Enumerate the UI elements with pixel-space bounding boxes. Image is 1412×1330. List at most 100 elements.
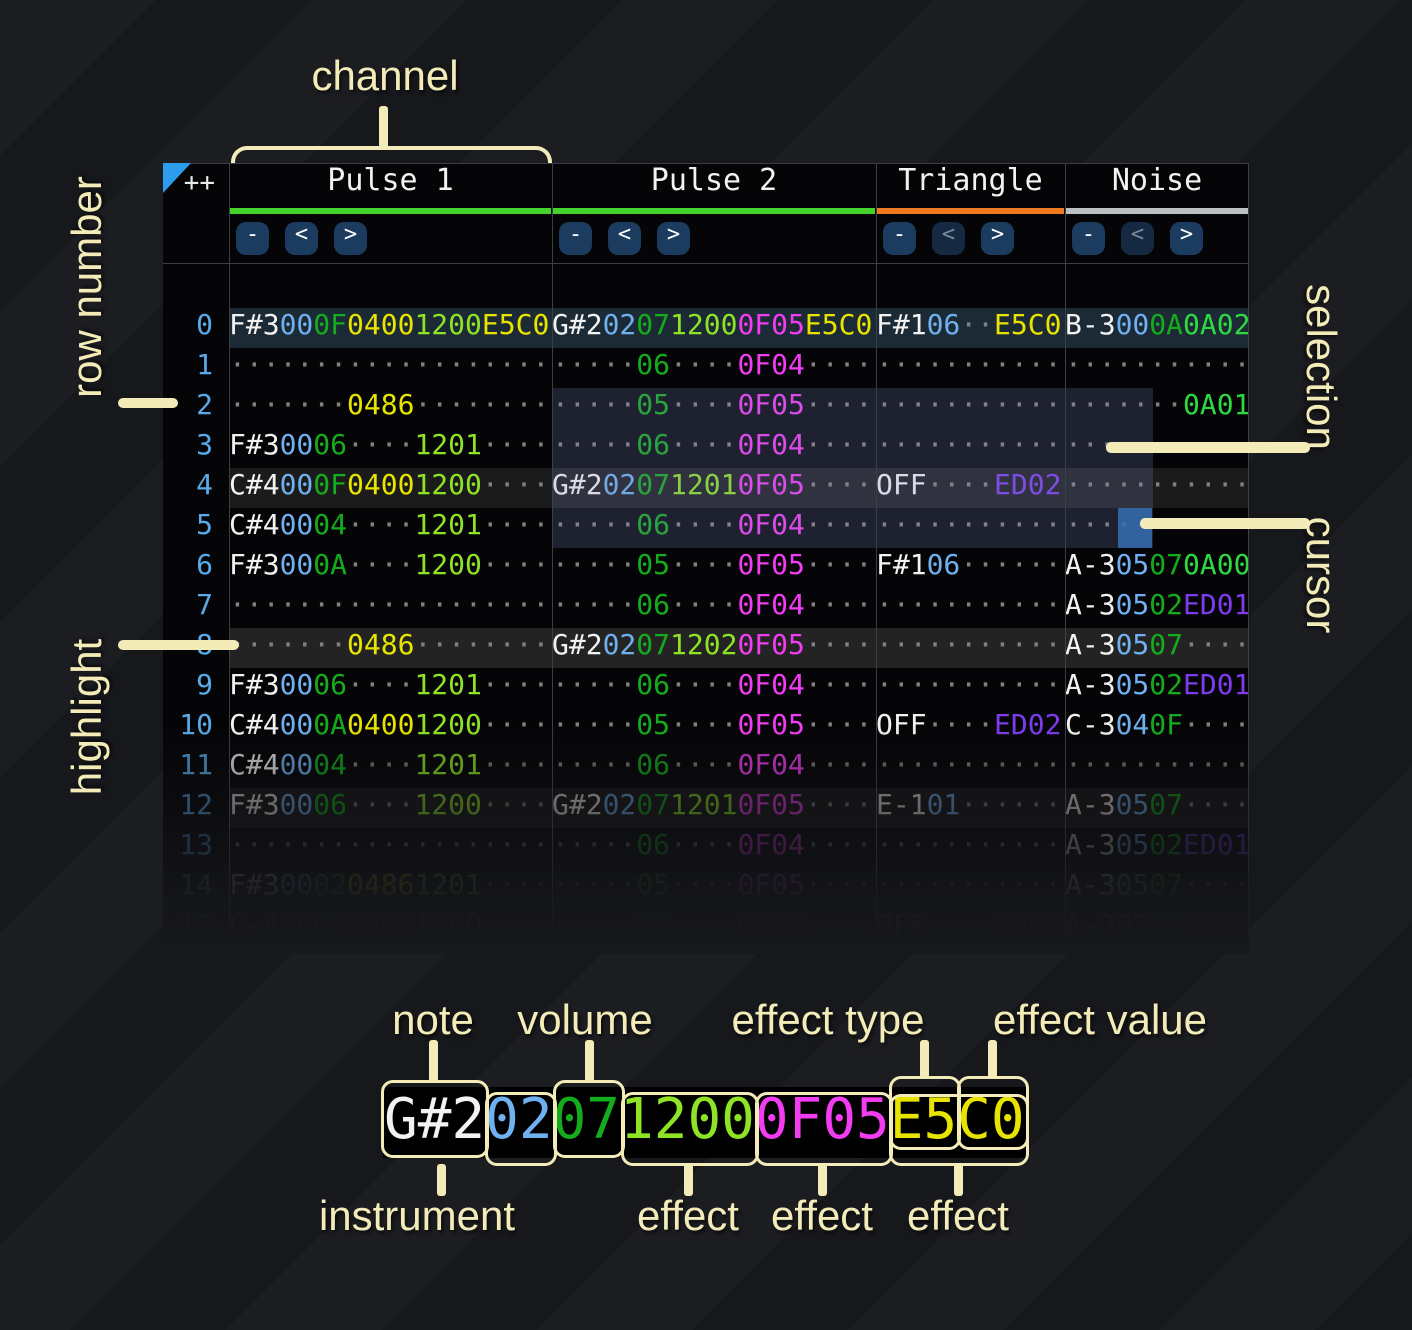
row-number: 6: [196, 548, 213, 581]
pattern-field: ·····: [552, 388, 637, 421]
pattern-cell-noise[interactable]: ···········: [1065, 348, 1249, 388]
pattern-field: ····: [804, 628, 873, 661]
pattern-cell-pulse1[interactable]: C#4000F04001200····: [229, 468, 552, 508]
pattern-field: 06: [636, 668, 671, 701]
channel-name[interactable]: Pulse 2: [650, 163, 778, 198]
channel-name[interactable]: Pulse 1: [327, 163, 454, 198]
pattern-field: 06: [636, 348, 671, 381]
pattern-field: 00: [279, 548, 314, 581]
channel-minus-button[interactable]: -: [1072, 222, 1105, 255]
pattern-cell-noise[interactable]: ···········: [1065, 468, 1249, 508]
channel-shrink-button[interactable]: <: [285, 222, 318, 255]
pattern-field: ····: [670, 348, 738, 381]
row-number: 2: [196, 388, 213, 421]
pattern-cell-noise[interactable]: A-30502ED01: [1065, 588, 1249, 628]
pattern-cell-pulse2[interactable]: ·····06····0F04····: [552, 348, 876, 388]
pattern-field: E5C0: [804, 308, 873, 341]
annotation-effect-value-stem: [988, 1040, 997, 1078]
row-number: 4: [196, 468, 213, 501]
pattern-cell-pulse2[interactable]: ·····05····0F05····: [552, 388, 876, 428]
annotation-volume-stem: [585, 1040, 594, 1082]
channel-header[interactable]: Pulse 1 - < >: [229, 163, 552, 263]
pattern-cell-pulse1[interactable]: F#30006····1201····: [229, 428, 552, 468]
legend-instrument-box: [485, 1092, 557, 1166]
channel-minus-button[interactable]: -: [559, 222, 592, 255]
pattern-cell-triangle[interactable]: ···········: [876, 628, 1065, 668]
pattern-field: ····: [804, 588, 873, 621]
pattern-cell-triangle[interactable]: ···········: [876, 428, 1065, 468]
pattern-field: ····: [481, 668, 550, 701]
pattern-field: 1201: [414, 668, 482, 701]
pattern-cell-pulse2[interactable]: G#2020712020F05····: [552, 628, 876, 668]
pattern-cell-noise[interactable]: B-3000A0A02: [1065, 308, 1249, 348]
pattern-field: 1201: [414, 428, 482, 461]
channel-underline: [230, 208, 551, 214]
pattern-cell-pulse1[interactable]: ·······0486········: [229, 628, 552, 668]
pattern-field: ····: [804, 548, 873, 581]
channel-shrink-button[interactable]: <: [1121, 222, 1154, 255]
channel-buttons: - < >: [229, 214, 552, 255]
channel-minus-button[interactable]: -: [883, 222, 916, 255]
pattern-field: ·····: [552, 508, 637, 541]
pattern-cell-pulse2[interactable]: ·····06····0F04····: [552, 428, 876, 468]
pattern-field: ····: [804, 468, 873, 501]
legend-example-row: G#2020712000F05E5C0: [383, 1087, 1029, 1158]
pattern-cell-pulse2[interactable]: ·····05····0F05····: [552, 548, 876, 588]
pattern-cell-noise[interactable]: A-30507····: [1065, 628, 1249, 668]
pattern-cell-noise[interactable]: A-305070A00: [1065, 548, 1249, 588]
pattern-cell-pulse2[interactable]: ·····06····0F04····: [552, 588, 876, 628]
pattern-field: 05: [1115, 548, 1150, 581]
channel-name[interactable]: Noise: [1111, 163, 1203, 198]
channel-name[interactable]: Triangle: [898, 163, 1043, 198]
pattern-cell-pulse1[interactable]: F#3000F04001200E5C0: [229, 308, 552, 348]
divider: [163, 263, 1249, 264]
pattern-cell-noise[interactable]: ·······0A01: [1065, 388, 1249, 428]
pattern-cell-pulse2[interactable]: ·····06····0F04····: [552, 668, 876, 708]
pattern-cell-pulse2[interactable]: G#2020712000F05E5C0: [552, 308, 876, 348]
pattern-cell-pulse1[interactable]: C#40004····1201····: [229, 508, 552, 548]
pattern-field: G#2: [552, 468, 603, 501]
pattern-cell-pulse1[interactable]: ···················: [229, 348, 552, 388]
channel-shrink-button[interactable]: <: [608, 222, 641, 255]
pattern-cell-pulse1[interactable]: ···················: [229, 588, 552, 628]
channel-header[interactable]: Pulse 2 - < >: [552, 163, 876, 263]
add-effect-columns-button[interactable]: ++: [183, 168, 215, 198]
pattern-cell-pulse1[interactable]: ·······0486········: [229, 388, 552, 428]
channel-expand-button[interactable]: >: [981, 222, 1014, 255]
channel-expand-button[interactable]: >: [1170, 222, 1203, 255]
pattern-cell-pulse2[interactable]: ·····06····0F04····: [552, 508, 876, 548]
pattern-cell-triangle[interactable]: ···········: [876, 588, 1065, 628]
pattern-field: 0A02: [1183, 308, 1249, 341]
pattern-cell-pulse2[interactable]: G#2020712010F05····: [552, 468, 876, 508]
pattern-field: ······: [960, 548, 1062, 581]
pattern-cell-pulse1[interactable]: F#3000A····1200····: [229, 548, 552, 588]
pattern-field: 0A01: [1183, 388, 1249, 421]
pattern-field: 05: [1115, 628, 1150, 661]
pattern-field: F#3: [229, 668, 280, 701]
pattern-field: 00: [279, 508, 314, 541]
pattern-cell-triangle[interactable]: F#106······: [876, 548, 1065, 588]
pattern-field: ····: [481, 508, 550, 541]
pattern-field: ·····: [552, 428, 637, 461]
channel-header[interactable]: Triangle - < >: [876, 163, 1065, 263]
pattern-field: ····: [481, 468, 550, 501]
channel-expand-button[interactable]: >: [334, 222, 367, 255]
pattern-cell-triangle[interactable]: ···········: [876, 348, 1065, 388]
pattern-cell-noise[interactable]: A-30502ED01: [1065, 668, 1249, 708]
pattern-field: 0F05: [737, 468, 805, 501]
pattern-cell-triangle[interactable]: OFF····ED02: [876, 468, 1065, 508]
pattern-cell-triangle[interactable]: ···········: [876, 508, 1065, 548]
pattern-field: 07: [1149, 548, 1184, 581]
pattern-field: 05: [1115, 588, 1150, 621]
channel-minus-button[interactable]: -: [236, 222, 269, 255]
divider: [1248, 163, 1249, 953]
pattern-cell-triangle[interactable]: ···········: [876, 388, 1065, 428]
pattern-cell-triangle[interactable]: F#106··E5C0: [876, 308, 1065, 348]
channel-expand-button[interactable]: >: [657, 222, 690, 255]
channel-shrink-button[interactable]: <: [932, 222, 965, 255]
channel-header[interactable]: Noise - < >: [1065, 163, 1249, 263]
pattern-cell-pulse1[interactable]: F#30006····1201····: [229, 668, 552, 708]
table-row: 5 C#40004····1201···· ·····06····0F04···· ·…: [163, 508, 1249, 548]
pattern-cell-triangle[interactable]: ···········: [876, 668, 1065, 708]
pattern-field: A-3: [1065, 548, 1116, 581]
